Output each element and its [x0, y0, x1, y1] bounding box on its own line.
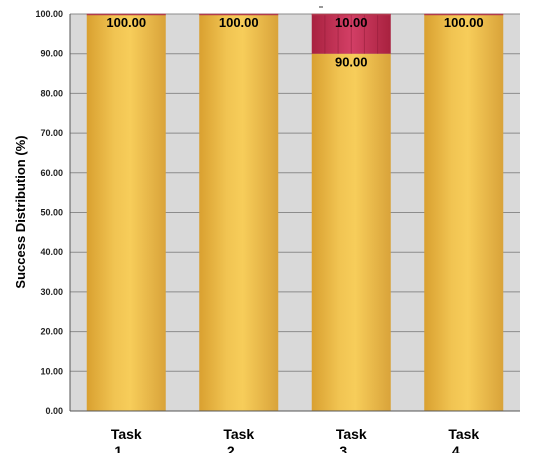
data-label-series-0-3: 100.00: [444, 15, 484, 30]
x-tick-label: Task: [223, 426, 254, 442]
bar-series-0-2: [311, 53, 391, 411]
data-label-series-0-1: 100.00: [219, 15, 259, 30]
x-tick-label-number: 4: [452, 443, 460, 453]
y-tick-label: 20.00: [40, 327, 63, 337]
y-tick-label: 0.00: [45, 406, 63, 416]
y-tick-label: 80.00: [40, 88, 63, 98]
bars: [86, 13, 504, 411]
bar-series-0-0: [86, 14, 166, 411]
x-tick-label: Task: [448, 426, 479, 442]
y-tick-label: 70.00: [40, 128, 63, 138]
x-tick-label-number: 1: [114, 443, 122, 453]
y-tick-label: 10.00: [40, 366, 63, 376]
y-tick-label: 40.00: [40, 247, 63, 257]
y-tick-label: 90.00: [40, 49, 63, 59]
x-tick-label: Task: [336, 426, 367, 442]
bar-series-0-1: [199, 14, 279, 411]
data-label-series-0-0: 100.00: [106, 15, 146, 30]
y-tick-label: 50.00: [40, 208, 63, 218]
y-tick-label: 30.00: [40, 287, 63, 297]
y-axis: 0.00 10.00 20.00 30.00 40.00 50.00 60.00 70.00 8…: [35, 9, 71, 416]
bar-series-0-3: [424, 14, 504, 411]
data-labels: 100.00 100.00 90.00 10.00 100.00: [106, 15, 483, 70]
y-tick-label: 60.00: [40, 168, 63, 178]
x-tick-label-number: 2: [227, 443, 235, 453]
y-axis-title: Success Distribution (%): [13, 135, 28, 288]
data-label-series-0-2: 90.00: [335, 55, 368, 70]
y-tick-label: 100.00: [35, 9, 63, 19]
x-tick-label: Task: [111, 426, 142, 442]
data-label-series-1-2: 10.00: [335, 15, 368, 30]
x-tick-label-number: 3: [339, 443, 347, 453]
